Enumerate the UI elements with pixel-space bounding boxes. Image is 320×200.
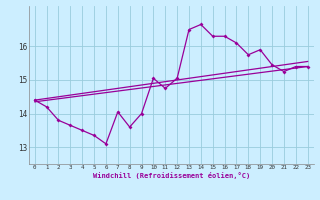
X-axis label: Windchill (Refroidissement éolien,°C): Windchill (Refroidissement éolien,°C) bbox=[92, 172, 250, 179]
